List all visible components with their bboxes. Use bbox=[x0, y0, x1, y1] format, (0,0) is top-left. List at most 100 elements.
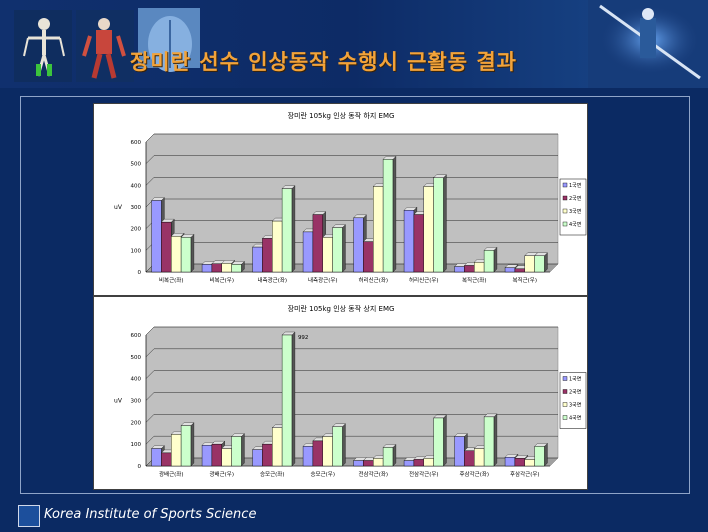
y-tick-label: 0 bbox=[138, 464, 142, 470]
bar bbox=[363, 460, 374, 467]
bar-side bbox=[493, 246, 498, 273]
y-tick-label: 500 bbox=[131, 162, 142, 168]
x-tick-label: 승모근(우) bbox=[310, 471, 335, 478]
muscle-figure-icon bbox=[76, 10, 134, 82]
bar-side bbox=[190, 422, 195, 467]
x-tick-label: 허리신근(좌) bbox=[358, 276, 388, 284]
bar bbox=[171, 434, 182, 467]
bar-side bbox=[392, 155, 397, 273]
legend-label: 2국면 bbox=[569, 389, 582, 396]
x-tick-label: 복직근(우) bbox=[512, 277, 537, 284]
bar-side bbox=[544, 252, 548, 273]
y-axis-label: uV bbox=[114, 204, 123, 211]
bar bbox=[180, 425, 192, 467]
lower-limb-emg-chart-svg: 장미란 105kg 인상 동작 하지 EMG 0 100 200 300 400 500 60… bbox=[114, 111, 587, 284]
chart-title: 장미란 105kg 인상 동작 하지 EMG bbox=[288, 111, 395, 120]
bar bbox=[211, 443, 222, 467]
x-tick-label: 광배근(좌) bbox=[159, 470, 184, 478]
gridline bbox=[145, 414, 558, 423]
bar bbox=[201, 264, 213, 273]
bar bbox=[322, 436, 333, 467]
x-tick-label: 전삼각근(좌) bbox=[358, 470, 388, 478]
bar bbox=[281, 188, 293, 273]
kiss-logo-icon bbox=[18, 505, 40, 527]
legend-swatch bbox=[562, 195, 568, 201]
bar bbox=[413, 214, 424, 273]
y-tick-label: 400 bbox=[131, 183, 142, 189]
bar bbox=[514, 268, 525, 273]
bar bbox=[180, 237, 192, 273]
bar-side bbox=[443, 414, 447, 467]
bar bbox=[312, 214, 323, 273]
bar bbox=[464, 265, 475, 273]
bar bbox=[423, 186, 434, 273]
chart-title: 장미란 105kg 인상 동작 상지 EMG bbox=[288, 304, 395, 313]
bar bbox=[221, 263, 232, 273]
bar bbox=[151, 200, 162, 273]
x-tick-label: 광배근(우) bbox=[209, 470, 234, 478]
bar bbox=[382, 159, 394, 273]
upper-limb-emg-chart-svg: 장미란 105kg 인상 동작 상지 EMG 0 100 200 300 400 500 60… bbox=[114, 304, 587, 478]
y-axis-label: uV bbox=[114, 398, 123, 405]
y-tick-label: 200 bbox=[131, 420, 142, 426]
y-tick-label: 300 bbox=[131, 205, 142, 211]
bar bbox=[272, 220, 283, 273]
bar bbox=[332, 227, 343, 273]
y-tick-label: 100 bbox=[131, 442, 142, 448]
bar bbox=[171, 236, 182, 273]
bar bbox=[322, 237, 333, 273]
legend-label: 2국면 bbox=[569, 195, 582, 202]
bar bbox=[524, 255, 535, 273]
bar bbox=[262, 238, 273, 273]
x-tick-label: 비복근(좌) bbox=[159, 276, 184, 284]
content-frame bbox=[20, 96, 690, 494]
bar bbox=[353, 460, 364, 467]
x-tick-label: 내측광근(좌) bbox=[257, 276, 287, 284]
legend-swatch bbox=[562, 208, 568, 214]
bar bbox=[262, 443, 273, 467]
athlete-photo-icon bbox=[588, 0, 708, 88]
slide-title: 장미란 선수 인상동작 수행시 근활동 결과 bbox=[130, 50, 517, 74]
legend-swatch bbox=[562, 389, 568, 394]
legend-swatch bbox=[562, 402, 568, 407]
bar bbox=[514, 458, 525, 467]
footer-text: Korea Institute of Sports Science bbox=[44, 507, 257, 522]
gridline bbox=[145, 370, 558, 379]
bar bbox=[373, 458, 384, 467]
bar bbox=[454, 266, 465, 273]
bar bbox=[252, 449, 263, 467]
legend-swatch bbox=[562, 182, 568, 188]
lower-limb-emg-chart: 장미란 105kg 인상 동작 하지 EMG 0 100 200 300 400 500 60… bbox=[93, 103, 588, 296]
bar-side bbox=[342, 224, 346, 273]
bar bbox=[483, 416, 495, 467]
y-tick-label: 600 bbox=[131, 333, 142, 339]
bar bbox=[281, 334, 293, 467]
legend-label: 3국면 bbox=[569, 402, 582, 409]
bar bbox=[302, 446, 314, 467]
gridline bbox=[145, 348, 558, 357]
bar bbox=[302, 231, 314, 273]
bar bbox=[504, 457, 516, 467]
x-tick-label: 비복근(우) bbox=[209, 276, 234, 284]
bar bbox=[413, 459, 424, 467]
bar-side bbox=[544, 442, 548, 467]
bar bbox=[373, 186, 384, 273]
y-tick-label: 100 bbox=[131, 248, 142, 254]
bar-side bbox=[291, 331, 296, 467]
bar-side bbox=[190, 233, 195, 273]
skeleton-figure-icon bbox=[14, 10, 72, 82]
y-tick-label: 300 bbox=[131, 399, 142, 405]
bar bbox=[332, 426, 343, 467]
bar bbox=[211, 263, 222, 273]
bar bbox=[231, 436, 242, 467]
bar bbox=[474, 448, 485, 467]
bar bbox=[403, 210, 415, 273]
bar bbox=[423, 458, 434, 467]
header-banner bbox=[0, 0, 708, 88]
bar bbox=[231, 264, 242, 273]
bar bbox=[534, 255, 545, 273]
bar bbox=[272, 427, 283, 467]
legend-swatch bbox=[562, 221, 568, 227]
y-tick-label: 400 bbox=[131, 377, 142, 383]
legend-label: 4국면 bbox=[569, 221, 582, 228]
